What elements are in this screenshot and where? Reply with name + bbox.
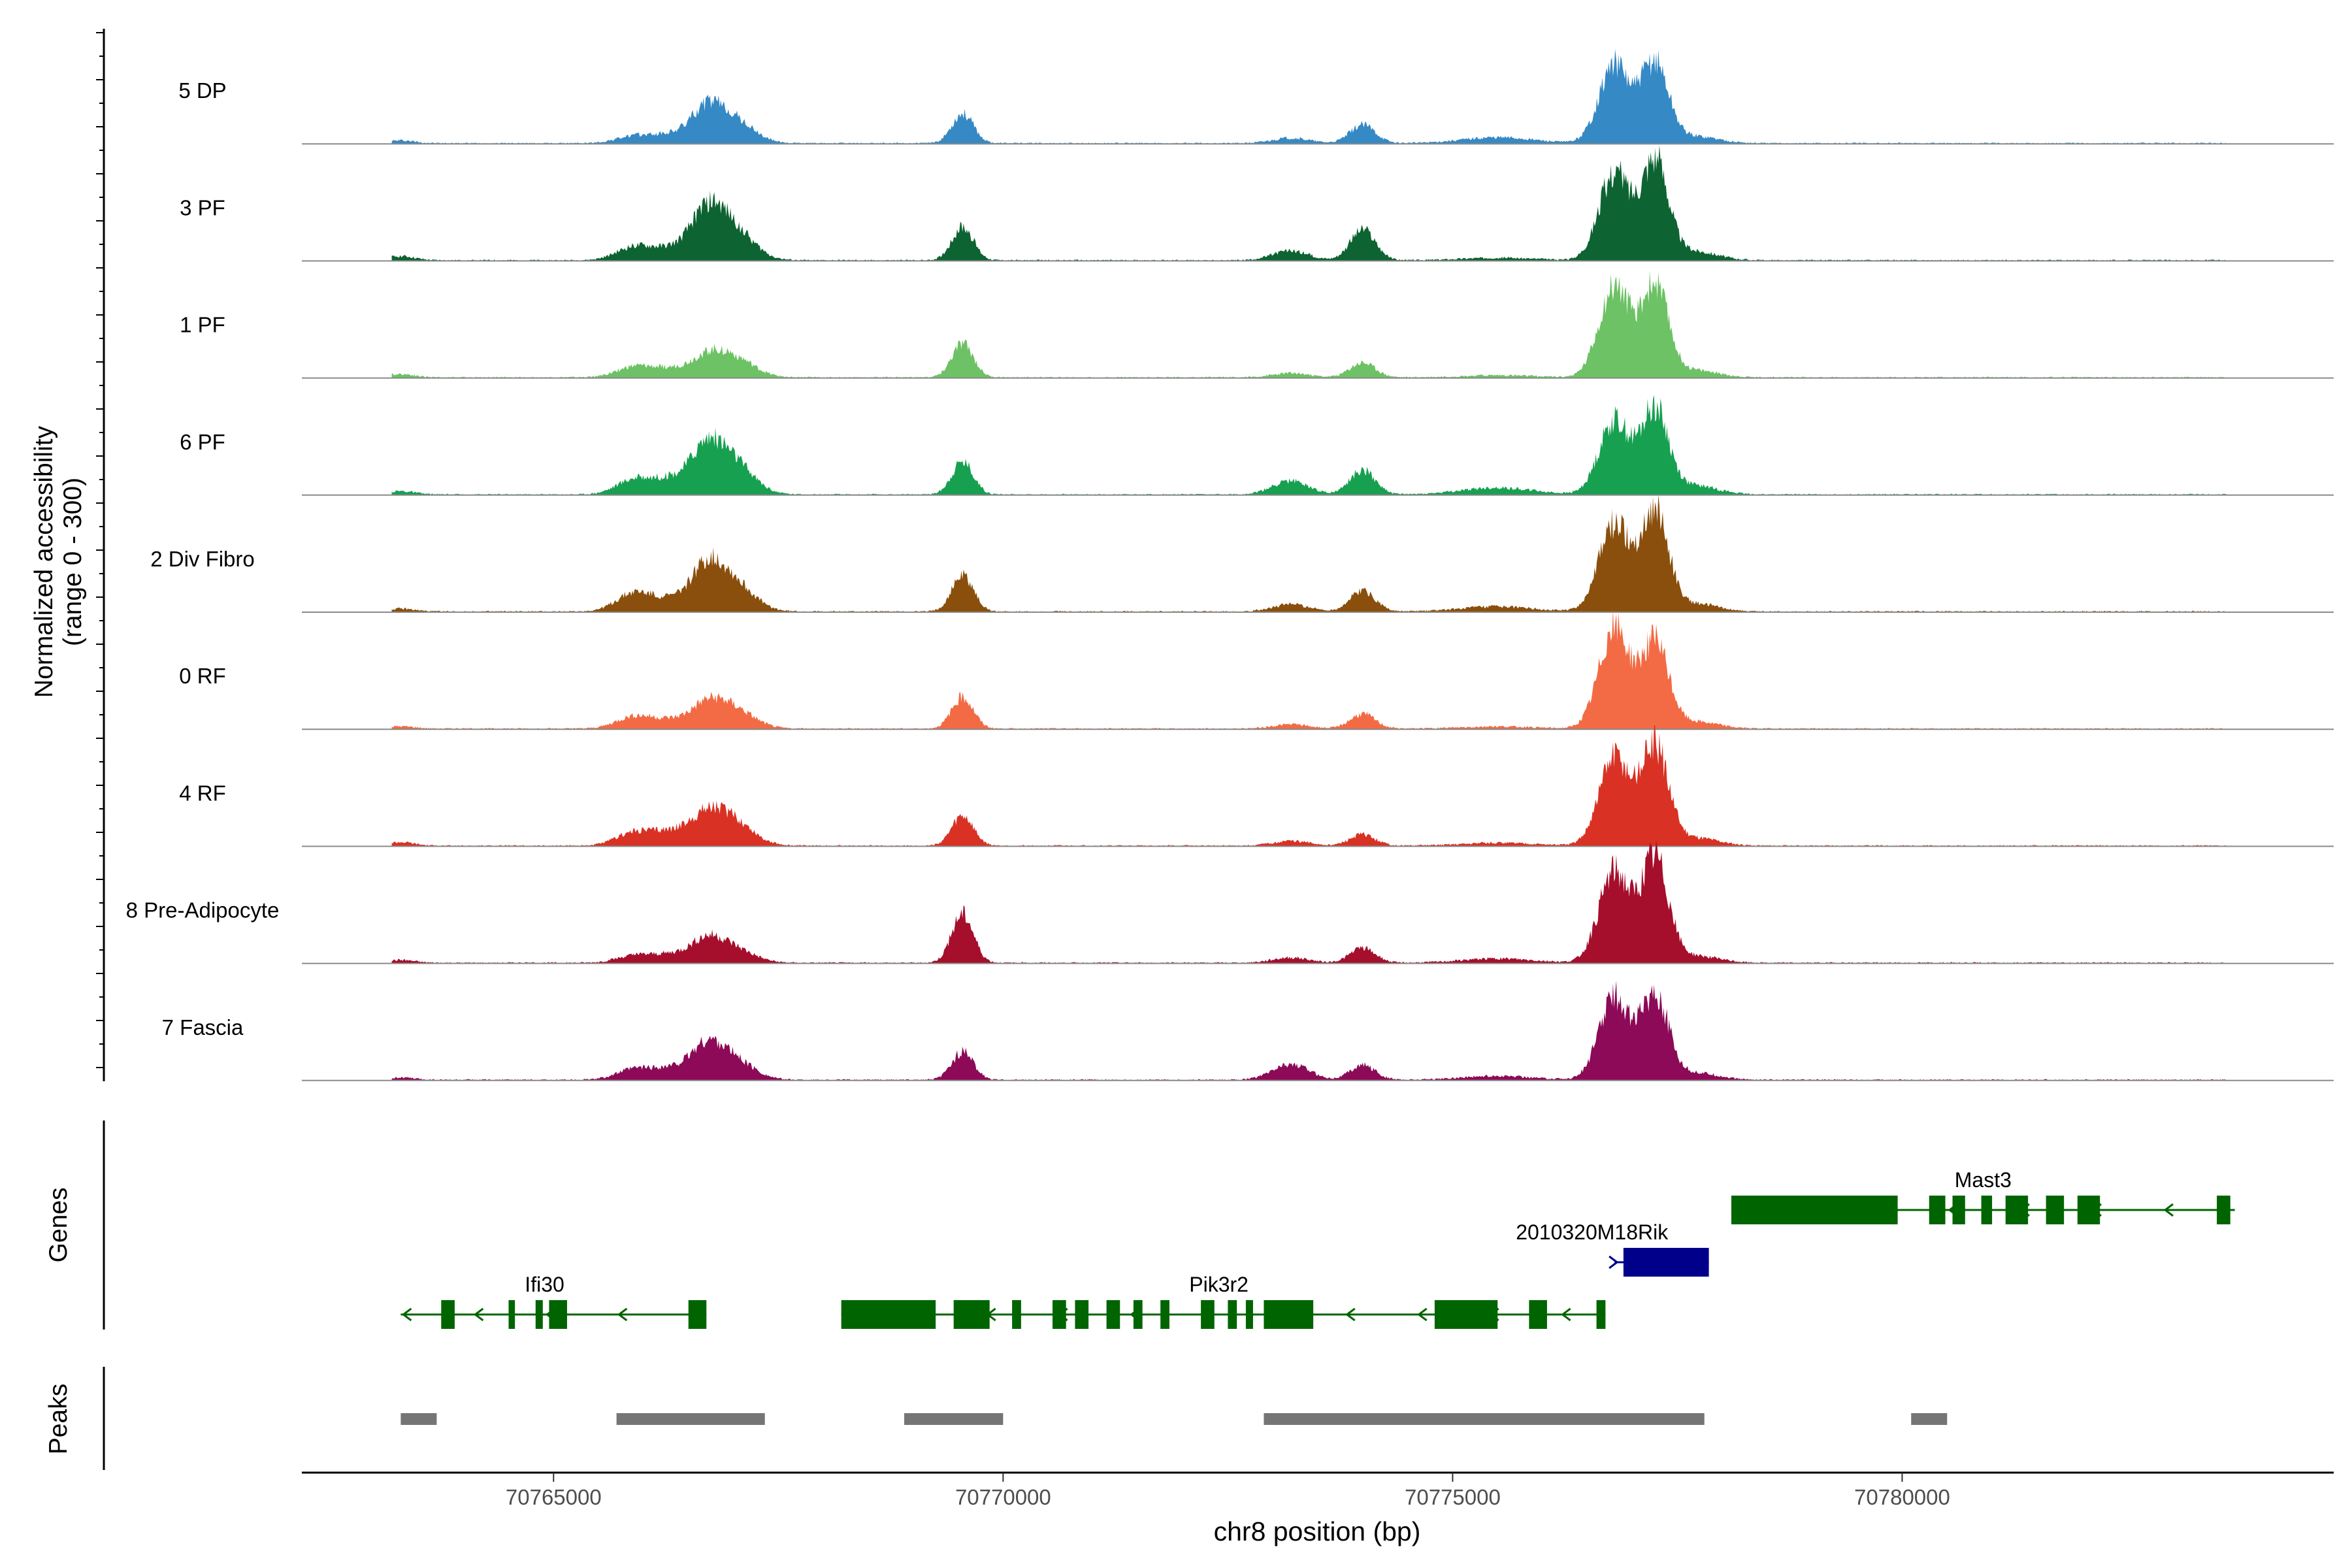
exon	[508, 1300, 515, 1329]
peak-region	[1264, 1413, 1705, 1425]
exon	[1981, 1196, 1993, 1224]
exon	[1952, 1196, 1965, 1224]
exon	[2217, 1196, 2230, 1224]
x-axis: 70765000 70770000 70775000 70780000 chr8 po…	[302, 1471, 2334, 1546]
track-label: 1 PF	[180, 313, 225, 337]
exon	[1264, 1300, 1314, 1329]
x-tick-label: 70765000	[506, 1485, 602, 1509]
track-label: 3 PF	[180, 195, 225, 220]
strand-arrow	[1417, 1307, 1428, 1322]
strand-arrow	[1609, 1255, 1619, 1269]
coverage-track: 0 RF	[179, 609, 2334, 730]
track-label: 2 Div Fibro	[150, 547, 255, 571]
exon	[1529, 1300, 1547, 1329]
coverage-track: 5 DP	[178, 49, 2334, 145]
strand-arrow	[2163, 1203, 2174, 1217]
gene-label: Mast3	[1955, 1168, 2012, 1192]
exon	[1596, 1300, 1606, 1329]
coverage-track: 2 Div Fibro	[150, 495, 2334, 613]
strand-arrow	[473, 1307, 484, 1322]
coverage-tracks: 5 DP 3 PF 1 PF 6 PF 2 Div Fibro 0 RF 4 RF 8 Pre…	[126, 49, 2334, 1081]
peak-region	[904, 1413, 1004, 1425]
exon	[2005, 1196, 2029, 1224]
exon	[535, 1300, 543, 1329]
peaks-panel: Peaks	[44, 1367, 1948, 1470]
exon	[1245, 1300, 1253, 1329]
exon	[953, 1300, 990, 1329]
x-tick-label: 70775000	[1405, 1485, 1501, 1509]
x-axis-label: chr8 position (bp)	[1214, 1516, 1421, 1546]
track-label: 8 Pre-Adipocyte	[126, 898, 280, 923]
exon	[1434, 1300, 1498, 1329]
gene-model: 2010320M18Rik	[1516, 1220, 1709, 1277]
gene-label: Ifi30	[525, 1273, 564, 1296]
coverage-track: 7 Fascia	[162, 981, 2334, 1081]
gene-models: Ifi30 Pik3r2 2010320M18Rik Mast3	[400, 1168, 2235, 1329]
x-tick-label: 70780000	[1854, 1485, 1950, 1509]
exon	[1731, 1196, 1898, 1224]
coverage-track: 8 Pre-Adipocyte	[126, 840, 2334, 964]
genes-panel: Genes Ifi30 Pik3r2 2010320M18Rik Mast3	[44, 1120, 2235, 1330]
strand-arrow	[401, 1307, 412, 1322]
coverage-track: 1 PF	[180, 270, 2334, 379]
exon	[1053, 1300, 1066, 1329]
strand-arrow	[1345, 1307, 1356, 1322]
gene-model: Pik3r2	[841, 1273, 1606, 1329]
gene-label: 2010320M18Rik	[1516, 1220, 1669, 1244]
track-label: 4 RF	[179, 781, 226, 805]
coverage-y-ticks	[96, 32, 104, 1068]
strand-arrow	[617, 1307, 628, 1322]
coverage-panel: Normalized accessibility (range 0 - 300)…	[30, 29, 2334, 1081]
exon	[1106, 1300, 1120, 1329]
exon	[2077, 1196, 2100, 1224]
coverage-track: 4 RF	[179, 725, 2334, 847]
gene-label: Pik3r2	[1189, 1273, 1249, 1296]
exon	[1201, 1300, 1215, 1329]
peak-region	[1911, 1413, 1948, 1425]
peak-region	[616, 1413, 765, 1425]
coverage-track: 3 PF	[180, 145, 2334, 262]
peak-region	[400, 1413, 437, 1425]
track-label: 7 Fascia	[162, 1015, 244, 1039]
coverage-track: 6 PF	[180, 395, 2334, 496]
exon	[1133, 1300, 1143, 1329]
exon	[1012, 1300, 1021, 1329]
track-label: 5 DP	[178, 78, 226, 103]
exon	[1228, 1300, 1237, 1329]
exon	[1160, 1300, 1169, 1329]
exon	[1929, 1196, 1946, 1224]
gene-model: Mast3	[1731, 1168, 2235, 1224]
gene-model: Ifi30	[400, 1273, 707, 1329]
strand-arrow	[1561, 1307, 1571, 1322]
y-axis-range-label: (range 0 - 300)	[59, 478, 87, 646]
exon	[841, 1300, 936, 1329]
track-label: 6 PF	[180, 430, 225, 454]
x-axis-ticks: 70765000 70770000 70775000 70780000	[506, 1473, 1950, 1509]
peaks-panel-label: Peaks	[44, 1384, 73, 1454]
exon	[1623, 1248, 1709, 1277]
peak-regions	[400, 1413, 1948, 1425]
exon	[441, 1300, 455, 1329]
x-tick-label: 70770000	[955, 1485, 1051, 1509]
y-axis-label: Normalized accessibility	[30, 425, 58, 698]
genes-panel-label: Genes	[44, 1188, 73, 1263]
exon	[2046, 1196, 2065, 1224]
exon	[549, 1300, 567, 1329]
exon	[1075, 1300, 1089, 1329]
exon	[688, 1300, 707, 1329]
track-label: 0 RF	[179, 664, 226, 688]
